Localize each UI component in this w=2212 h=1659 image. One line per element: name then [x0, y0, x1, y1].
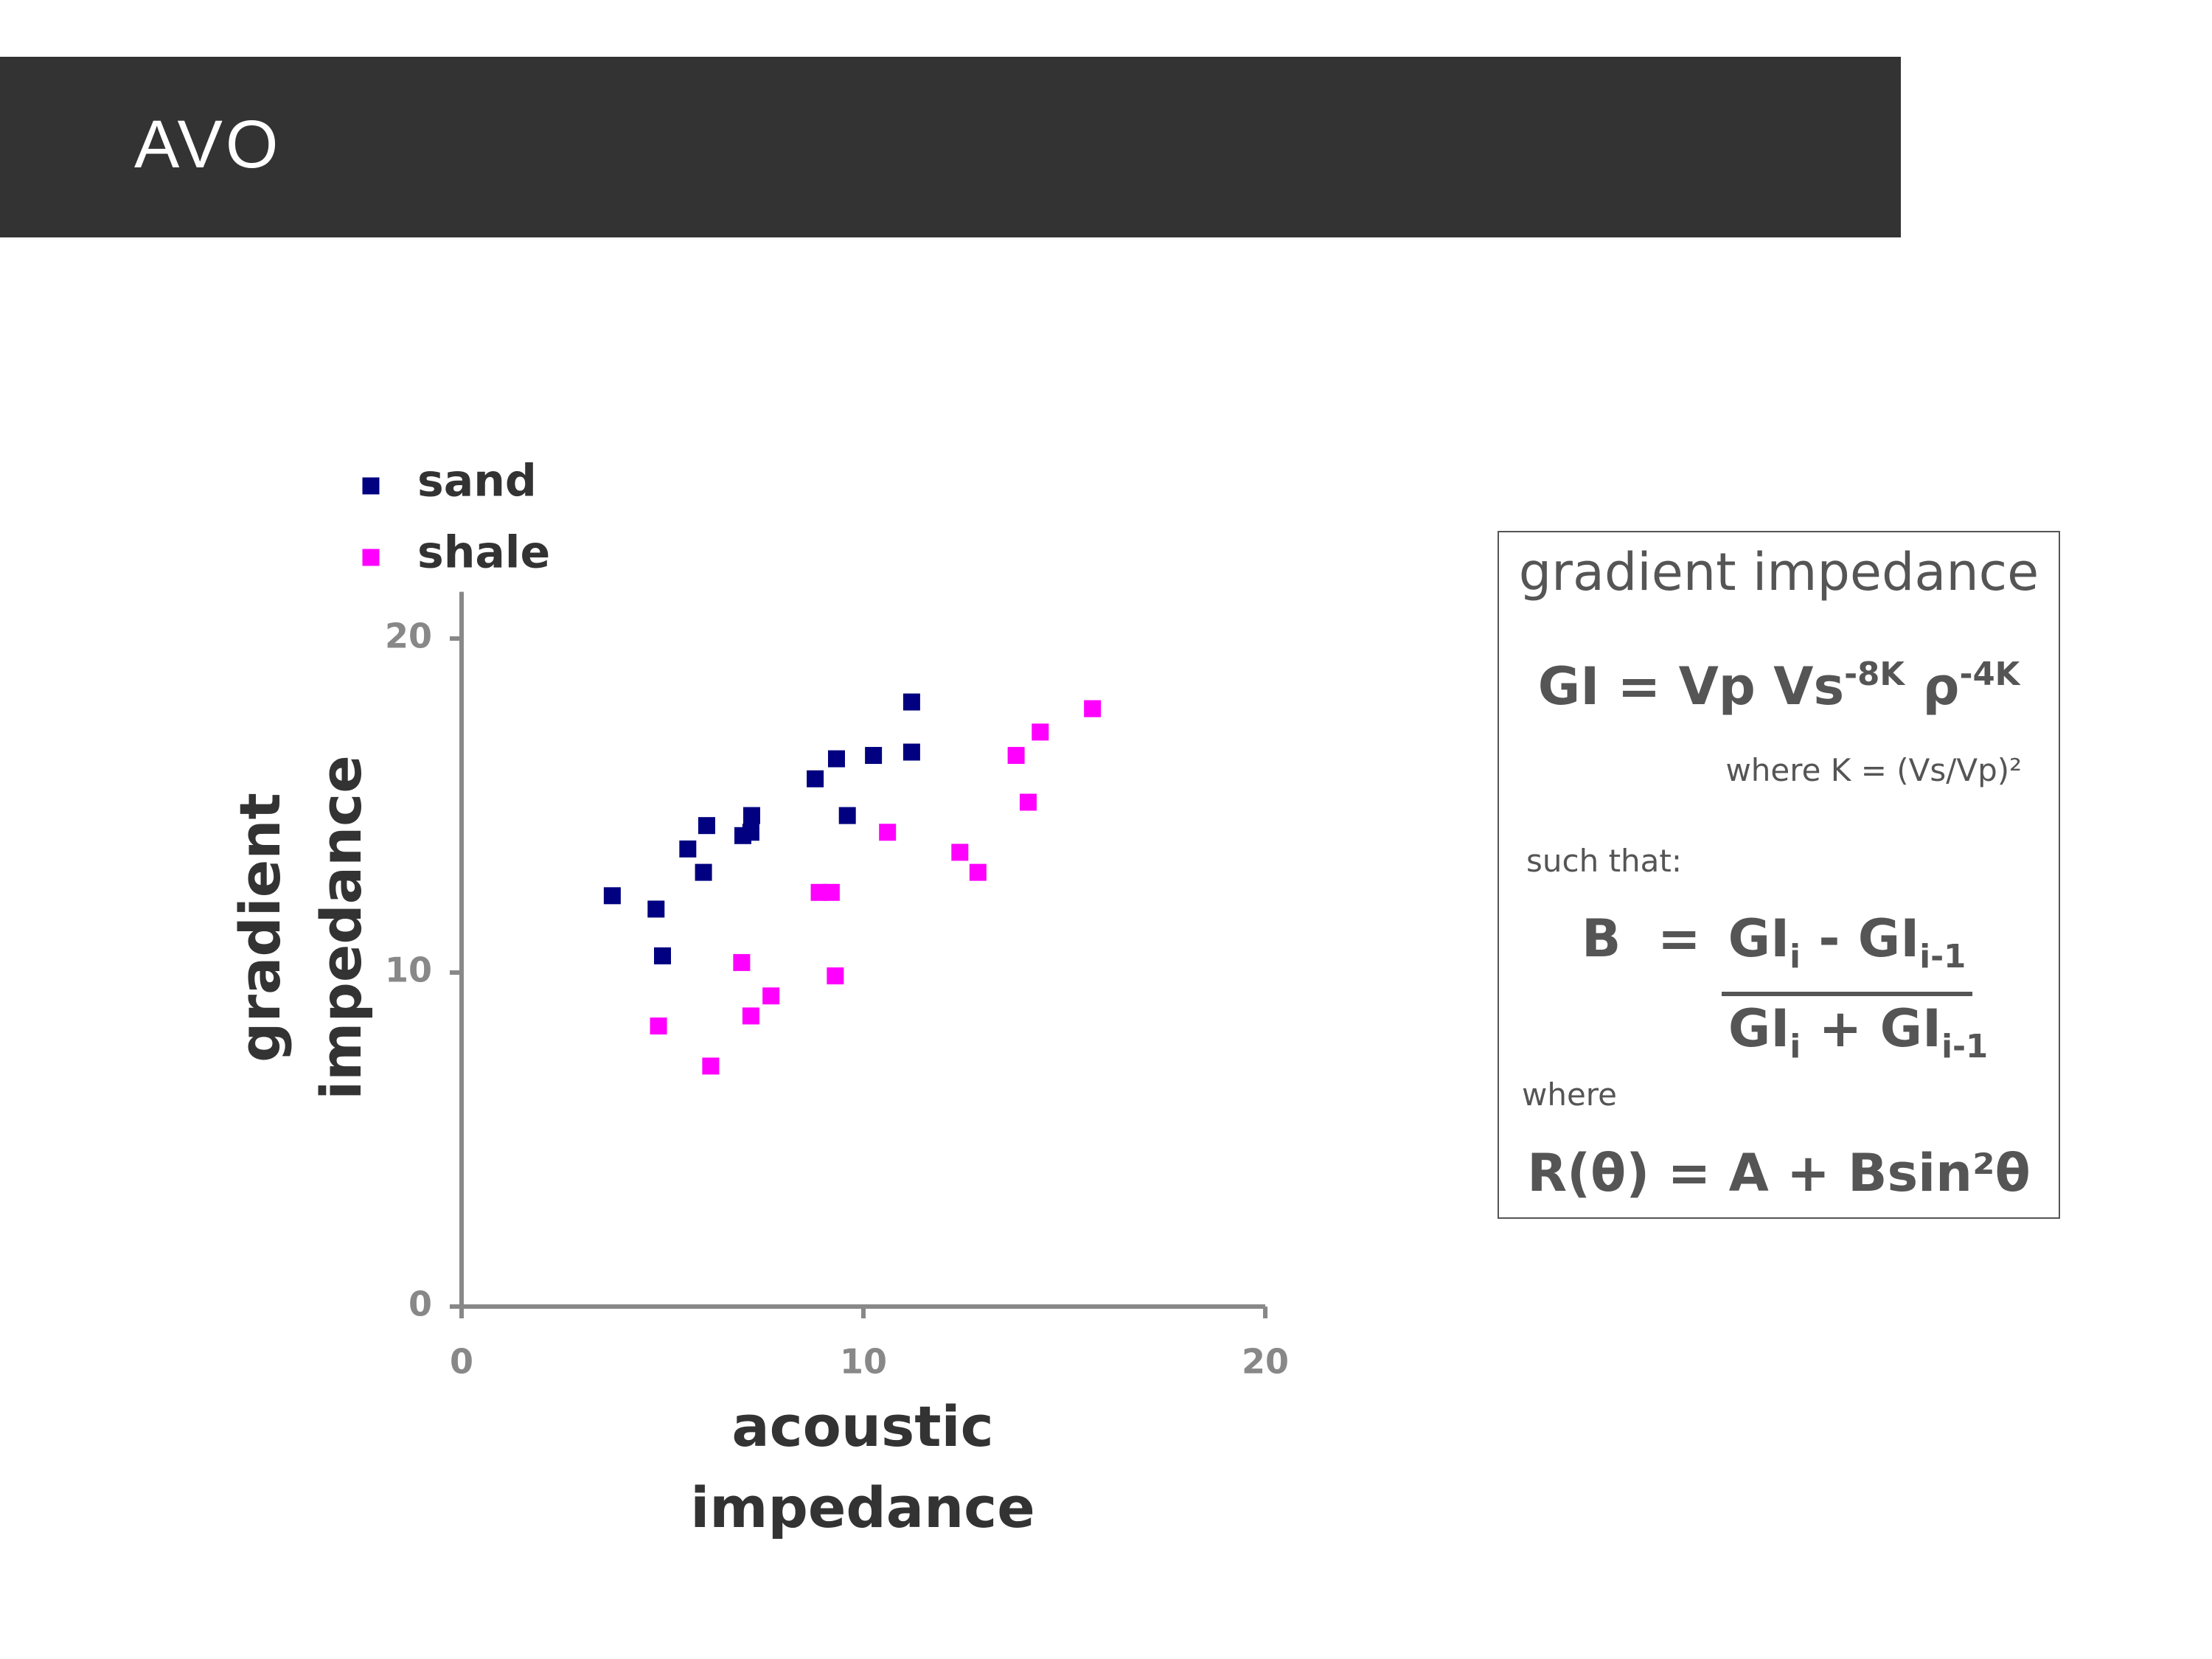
b-lhs: B — [1582, 908, 1621, 969]
point — [742, 824, 759, 841]
point — [650, 1017, 667, 1034]
point — [1032, 723, 1049, 741]
legend-marker — [362, 477, 380, 495]
point — [902, 693, 920, 711]
point — [702, 1057, 720, 1075]
point — [1084, 700, 1102, 717]
point — [807, 770, 824, 787]
formula-part: i — [1790, 1029, 1801, 1066]
y-tick-label: 20 — [385, 616, 432, 656]
point — [838, 807, 856, 824]
point — [951, 844, 969, 861]
point — [865, 747, 883, 765]
formula-box — [1498, 531, 2060, 1219]
point — [827, 967, 844, 985]
point — [827, 750, 845, 768]
point — [698, 817, 715, 835]
k-definition: where K = (Vs/Vp)² — [1725, 752, 2022, 788]
such-that: such that: — [1526, 843, 1683, 879]
box-title: gradient impedance — [1518, 542, 2039, 602]
gi-formula: GI = Vp Vs-8K ρ-4K — [1498, 656, 2060, 717]
point — [733, 953, 751, 971]
x-axis-title: acoustic impedance — [690, 1394, 1035, 1540]
point — [742, 807, 760, 824]
formula-part: i — [1790, 939, 1801, 976]
formula-part: i-1 — [1919, 939, 1966, 976]
formula-part: GI — [1728, 908, 1790, 969]
point — [879, 824, 897, 841]
legend-label: shale — [417, 527, 550, 579]
point — [969, 863, 987, 881]
point — [902, 743, 920, 761]
y-tick-label: 10 — [385, 950, 432, 990]
point — [603, 887, 621, 905]
r-formula: R(θ) = A + Bsin²θ — [1527, 1143, 2031, 1203]
x-tick-label: 20 — [1242, 1342, 1289, 1382]
formula-part: -8K — [1844, 656, 1905, 693]
b-equals: = — [1658, 908, 1701, 969]
formula-part: + GI — [1801, 998, 1942, 1059]
point — [762, 987, 780, 1005]
formula-part: i-1 — [1941, 1029, 1989, 1066]
point — [1007, 747, 1025, 765]
slide-title: AVO — [134, 107, 282, 182]
b-denominator: GIi + GIi-1 — [1722, 998, 1994, 1065]
where: where — [1522, 1077, 1617, 1113]
legend-marker — [362, 549, 380, 566]
y-tick-label: 0 — [408, 1284, 432, 1324]
point — [647, 900, 665, 918]
fraction-bar — [1722, 992, 1972, 996]
formula-part: ρ — [1904, 656, 1960, 717]
x-tick-label: 0 — [450, 1342, 473, 1382]
point — [695, 863, 712, 881]
point — [654, 947, 671, 964]
formula-part: -4K — [1959, 656, 2020, 693]
formula-part: GI — [1728, 998, 1790, 1059]
point — [822, 883, 840, 901]
point — [1019, 793, 1037, 811]
formula-part: GI = Vp Vs — [1537, 656, 1845, 717]
y-axis-title: gradient impedance — [227, 755, 374, 1100]
formula-part: - GI — [1801, 908, 1920, 969]
point — [742, 1007, 759, 1025]
header-bar — [0, 57, 1901, 237]
b-numerator: GIi - GIi-1 — [1722, 908, 1972, 975]
point — [679, 840, 697, 858]
legend-label: sand — [417, 456, 537, 507]
x-tick-label: 10 — [840, 1342, 887, 1382]
